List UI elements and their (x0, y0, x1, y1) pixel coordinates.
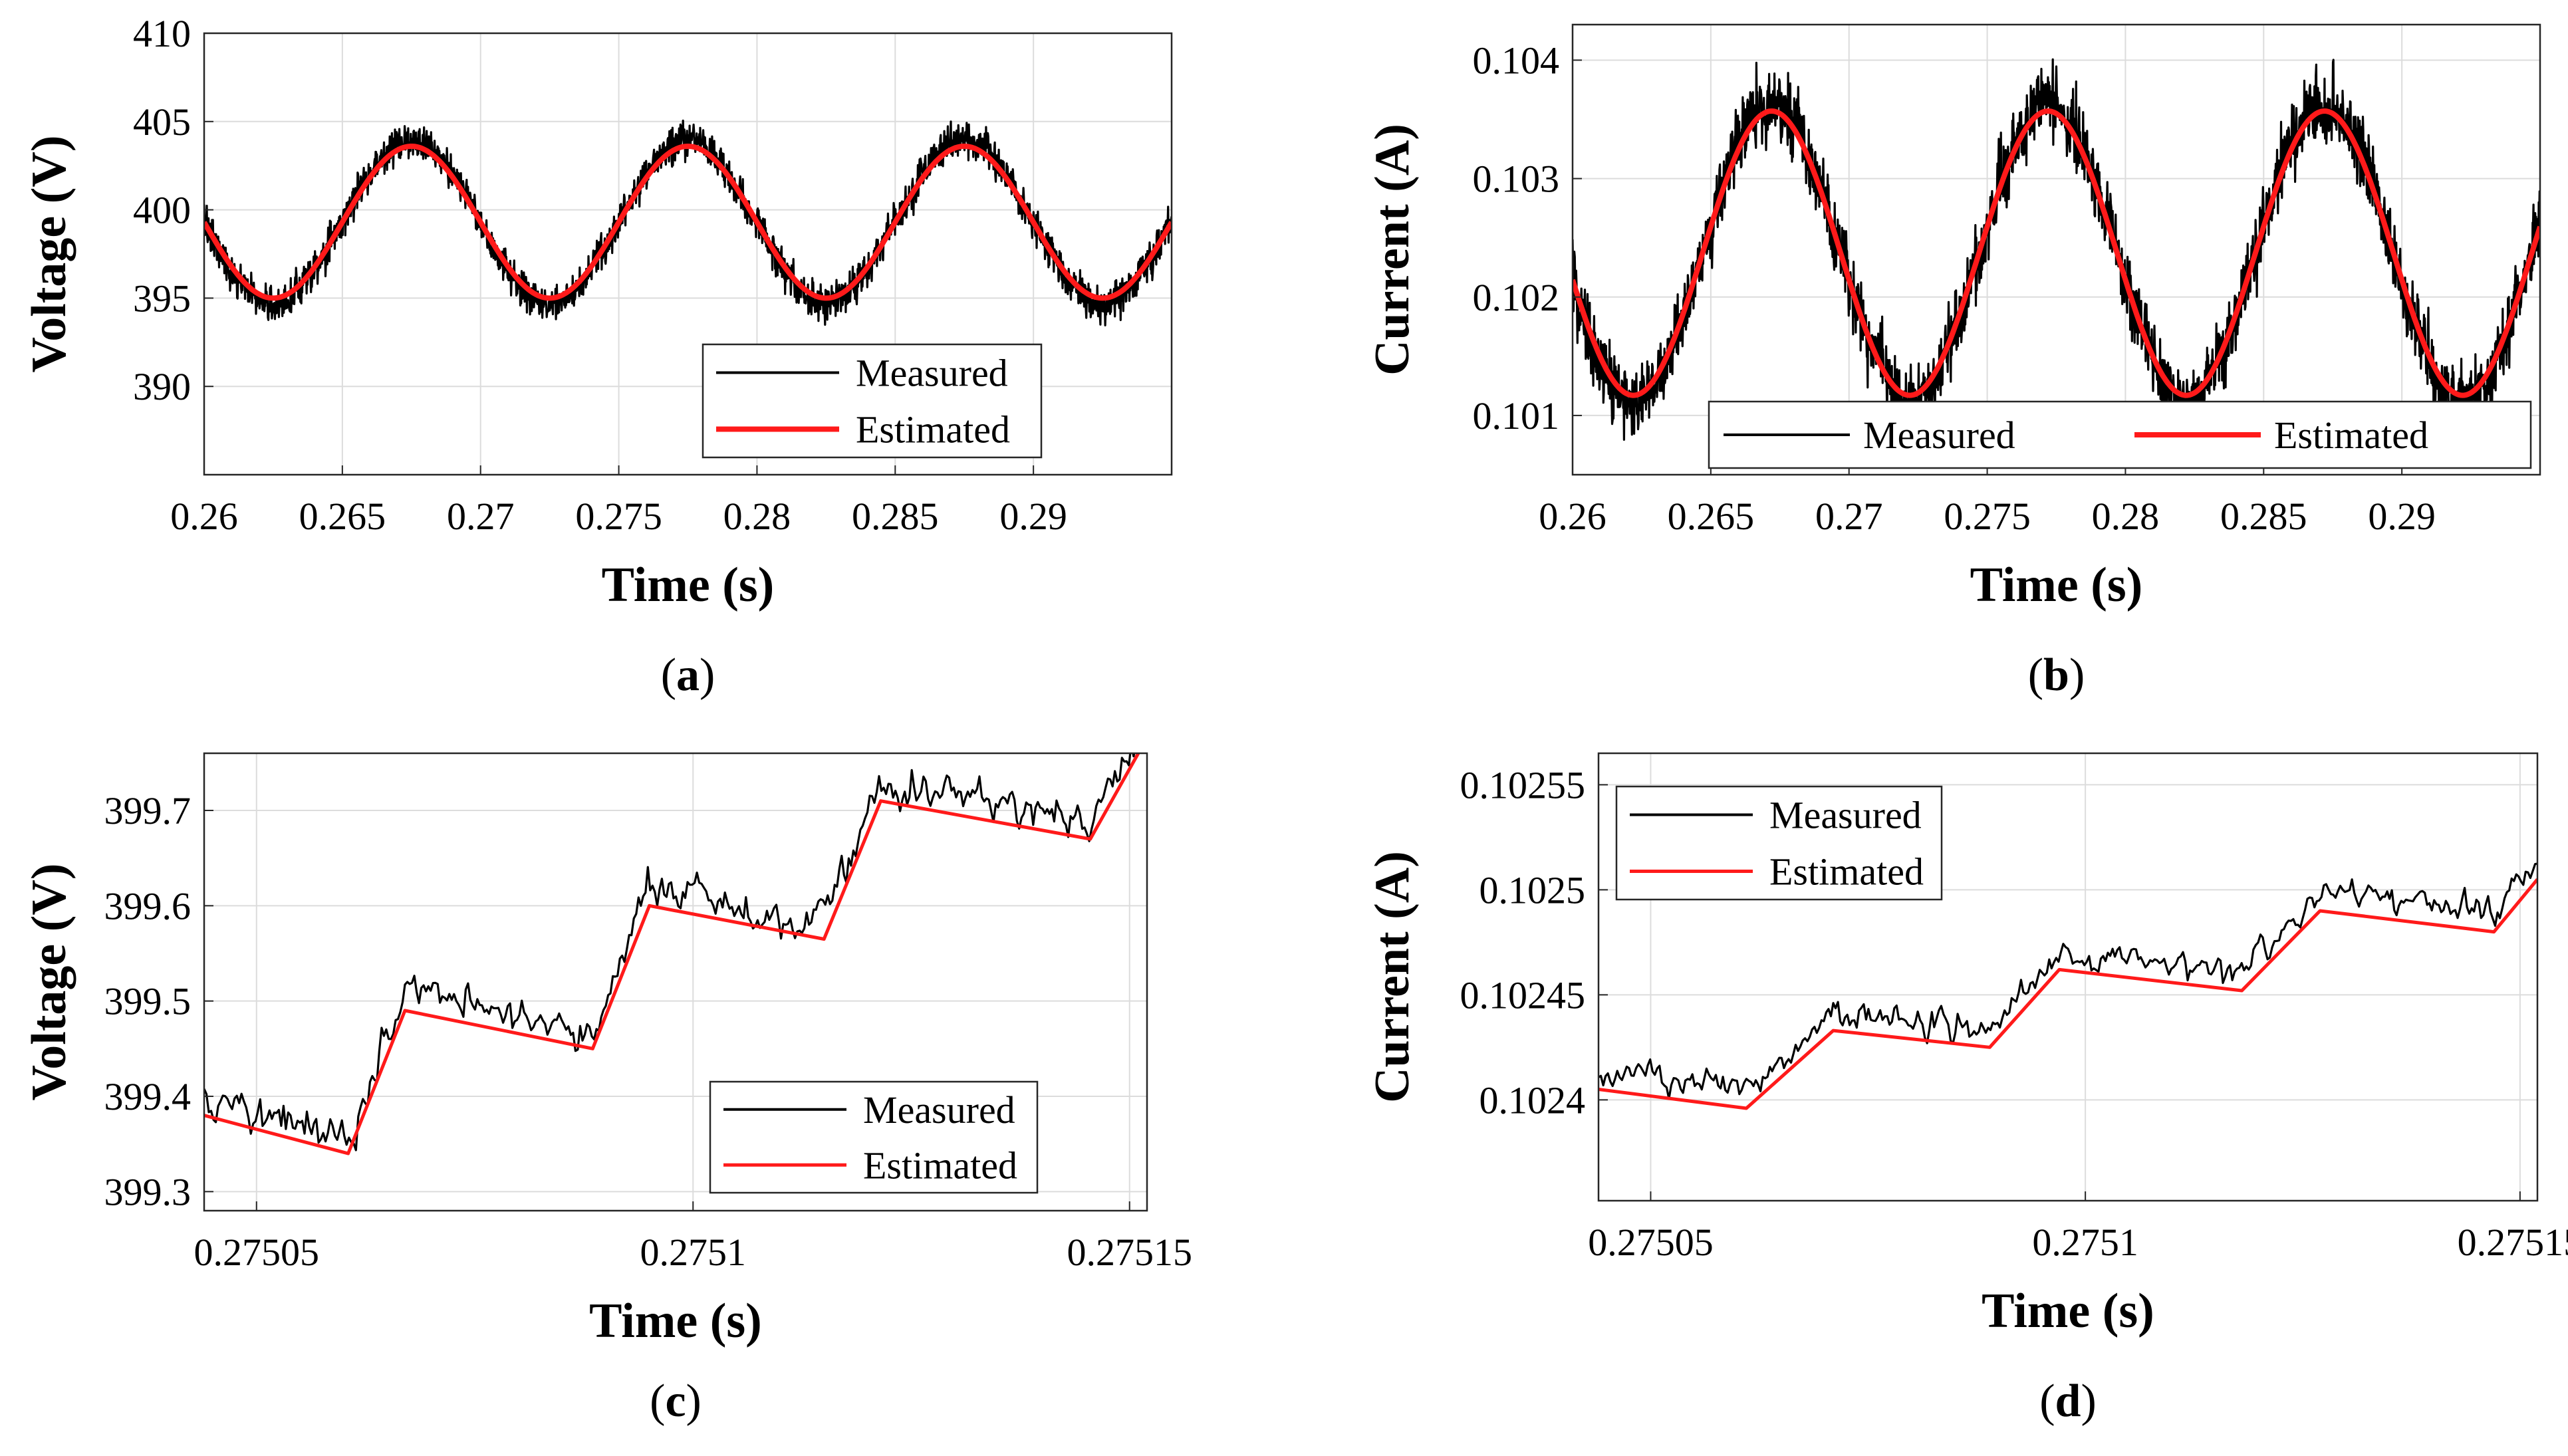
legend-label-estimated: Estimated (1769, 850, 1924, 894)
x-axis-title: Time (s) (602, 558, 775, 612)
legend-label-measured: Measured (1769, 794, 1922, 837)
x-tick-label: 0.2751 (2032, 1221, 2138, 1264)
x-tick-label: 0.29 (2368, 495, 2436, 538)
x-axis-title: Time (s) (589, 1294, 762, 1348)
caption-paren-close: ) (686, 1376, 702, 1427)
y-tick-label: 399.5 (104, 980, 192, 1023)
legend: Measured Estimated (1708, 400, 2532, 469)
y-tick-label: 390 (133, 365, 191, 408)
y-tick-label: 395 (133, 277, 191, 320)
legend-box (702, 343, 1043, 459)
x-tick-label: 0.26 (1539, 495, 1606, 538)
x-tick-label: 0.275 (575, 495, 662, 538)
y-axis-title: Current (A) (1365, 124, 1420, 376)
y-tick-label: 410 (133, 12, 191, 55)
legend-label-measured: Measured (1863, 414, 2015, 457)
x-tick-label: 0.265 (299, 495, 386, 538)
x-tick-label: 0.265 (1668, 495, 1755, 538)
y-tick-label: 399.3 (104, 1170, 192, 1213)
x-tick-label: 0.28 (723, 495, 791, 538)
y-tick-label: 0.101 (1473, 394, 1560, 437)
legend-label-estimated: Estimated (2274, 414, 2428, 457)
chart-d: 0.27505 0.2751 0.27515 0.1024 0.10245 0.1025 0… (1365, 752, 2568, 1427)
panel-caption: (a) (661, 650, 715, 701)
y-tick-label: 399.6 (104, 884, 192, 927)
series-line-measured (1599, 862, 2537, 1100)
y-axis-title: Voltage (V) (22, 864, 76, 1101)
x-tick-label: 0.275 (1944, 495, 2031, 538)
x-tick-label: 0.27505 (194, 1231, 320, 1274)
y-tick-label: 0.104 (1473, 39, 1560, 82)
y-tick-label: 0.1024 (1479, 1078, 1586, 1122)
panel-caption: (c) (650, 1376, 702, 1427)
legend-box (709, 1080, 1039, 1194)
legend-label-measured: Measured (863, 1088, 1015, 1132)
axes-box (203, 752, 1148, 1212)
panel-caption: (d) (2039, 1376, 2097, 1427)
caption-paren-open: ( (661, 650, 676, 701)
y-tick-label: 399.7 (104, 789, 192, 832)
caption-letter: a (676, 650, 700, 701)
y-tick-label: 0.102 (1473, 276, 1560, 319)
x-tick-label: 0.27505 (1588, 1221, 1714, 1264)
caption-letter: b (2043, 650, 2069, 701)
x-tick-label: 0.28 (2092, 495, 2160, 538)
series-line-estimated (204, 144, 1172, 301)
x-tick-label: 0.27515 (2458, 1221, 2568, 1264)
x-axis-title: Time (s) (1982, 1284, 2154, 1338)
chart-c: 0.27505 0.2751 0.27515 399.3 399.4 399.5 399.6… (22, 752, 1192, 1427)
caption-paren-open: ( (650, 1376, 665, 1427)
caption-paren-open: ( (2028, 650, 2043, 701)
legend: Measured Estimated (709, 1080, 1039, 1194)
legend-label-estimated: Estimated (856, 408, 1010, 451)
legend-label-estimated: Estimated (863, 1144, 1017, 1187)
x-tick-label: 0.285 (852, 495, 939, 538)
x-tick-label: 0.27 (447, 495, 515, 538)
panel-caption: (b) (2028, 650, 2085, 701)
legend: Measured Estimated (1615, 785, 1943, 901)
series-line-estimated (1573, 108, 2540, 398)
y-tick-label: 405 (133, 100, 191, 144)
caption-paren-close: ) (2081, 1376, 2096, 1427)
caption-paren-close: ) (700, 650, 715, 701)
chart-a: 0.26 0.265 0.27 0.275 0.28 0.285 0.29 390 395 400… (22, 12, 1173, 701)
legend-label-measured: Measured (856, 352, 1008, 395)
y-tick-label: 0.103 (1473, 158, 1560, 201)
x-tick-label: 0.2751 (640, 1231, 747, 1274)
y-axis-title: Current (A) (1365, 851, 1420, 1103)
x-tick-label: 0.27515 (1067, 1231, 1192, 1274)
x-tick-label: 0.26 (170, 495, 238, 538)
legend-box (1615, 785, 1943, 901)
y-tick-label: 0.1025 (1479, 868, 1586, 911)
x-axis-title: Time (s) (1970, 558, 2143, 612)
y-tick-label: 0.10245 (1460, 973, 1586, 1017)
legend: Measured Estimated (702, 343, 1043, 459)
series-line-estimated (1599, 878, 2537, 1110)
caption-paren-close: ) (2069, 650, 2085, 701)
x-tick-label: 0.29 (999, 495, 1067, 538)
caption-paren-open: ( (2039, 1376, 2055, 1427)
y-tick-label: 0.10255 (1460, 763, 1586, 806)
y-tick-label: 399.4 (104, 1075, 192, 1118)
caption-letter: c (665, 1376, 686, 1427)
axes-box (203, 32, 1173, 476)
caption-letter: d (2055, 1376, 2081, 1427)
y-axis-title: Voltage (V) (22, 136, 76, 373)
x-tick-label: 0.27 (1815, 495, 1883, 538)
axes-box (1597, 752, 2539, 1202)
x-tick-label: 0.285 (2220, 495, 2307, 538)
series-line-measured (204, 753, 1136, 1152)
chart-b: 0.26 0.265 0.27 0.275 0.28 0.285 0.29 0.101 0.10… (1365, 23, 2541, 701)
y-tick-label: 400 (133, 189, 191, 232)
axes-box (1571, 23, 2541, 476)
series-line-estimated (204, 753, 1140, 1155)
